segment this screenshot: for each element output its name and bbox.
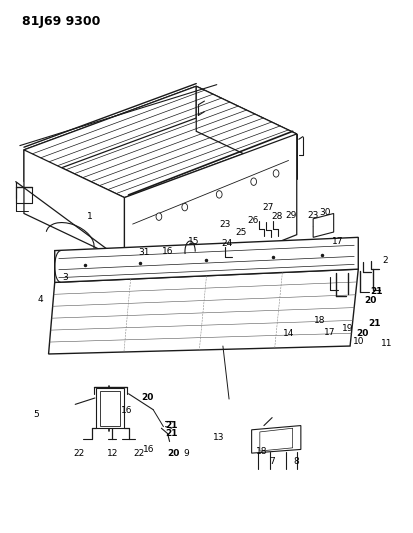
Polygon shape bbox=[24, 86, 196, 182]
Text: 20: 20 bbox=[141, 393, 153, 402]
Text: 2: 2 bbox=[382, 256, 388, 265]
Circle shape bbox=[251, 178, 256, 185]
Polygon shape bbox=[49, 269, 358, 354]
Text: 21: 21 bbox=[165, 429, 178, 438]
Text: 23: 23 bbox=[219, 220, 230, 229]
Polygon shape bbox=[55, 237, 358, 282]
Text: 18: 18 bbox=[313, 316, 325, 325]
Text: 31: 31 bbox=[138, 248, 150, 257]
Text: 19: 19 bbox=[342, 324, 354, 333]
Text: 11: 11 bbox=[381, 339, 393, 348]
Circle shape bbox=[273, 169, 279, 177]
Text: 21: 21 bbox=[370, 287, 383, 296]
Text: 18: 18 bbox=[256, 447, 268, 456]
Text: 21: 21 bbox=[368, 319, 381, 328]
Polygon shape bbox=[124, 134, 297, 304]
Text: 21: 21 bbox=[165, 421, 178, 430]
Polygon shape bbox=[100, 391, 120, 425]
Text: 16: 16 bbox=[121, 406, 132, 415]
Text: 20: 20 bbox=[356, 329, 368, 338]
Polygon shape bbox=[24, 86, 297, 198]
Text: 15: 15 bbox=[188, 237, 200, 246]
Text: 17: 17 bbox=[324, 328, 335, 337]
Text: 28: 28 bbox=[271, 212, 283, 221]
Text: 16: 16 bbox=[162, 247, 173, 256]
Text: 29: 29 bbox=[286, 211, 297, 220]
Text: 22: 22 bbox=[74, 449, 85, 458]
Text: 25: 25 bbox=[236, 228, 247, 237]
Polygon shape bbox=[196, 86, 297, 179]
Text: 27: 27 bbox=[262, 203, 274, 212]
Polygon shape bbox=[313, 214, 334, 237]
Text: 14: 14 bbox=[283, 329, 294, 338]
Text: 17: 17 bbox=[332, 237, 344, 246]
Text: 12: 12 bbox=[107, 449, 118, 458]
Text: 10: 10 bbox=[353, 337, 364, 346]
Text: 81J69 9300: 81J69 9300 bbox=[22, 14, 100, 28]
Text: 26: 26 bbox=[247, 216, 259, 225]
Text: 20: 20 bbox=[364, 296, 377, 305]
Text: 5: 5 bbox=[33, 410, 39, 419]
Text: 22: 22 bbox=[133, 449, 145, 458]
Circle shape bbox=[216, 191, 222, 198]
Text: 24: 24 bbox=[221, 239, 233, 248]
Polygon shape bbox=[96, 389, 124, 428]
Text: 1: 1 bbox=[87, 212, 93, 221]
Polygon shape bbox=[260, 428, 293, 451]
Text: 23: 23 bbox=[307, 211, 319, 220]
Text: 13: 13 bbox=[213, 433, 225, 442]
Text: 20: 20 bbox=[168, 449, 180, 458]
Text: 3: 3 bbox=[62, 272, 68, 281]
Text: 9: 9 bbox=[183, 449, 189, 458]
Circle shape bbox=[182, 204, 188, 211]
Text: 4: 4 bbox=[38, 295, 43, 304]
Polygon shape bbox=[24, 150, 124, 261]
Text: 7: 7 bbox=[269, 457, 275, 466]
Circle shape bbox=[156, 213, 162, 220]
Text: 16: 16 bbox=[143, 445, 155, 454]
Text: 30: 30 bbox=[320, 208, 331, 217]
Polygon shape bbox=[252, 425, 301, 453]
Text: 8: 8 bbox=[294, 457, 299, 466]
